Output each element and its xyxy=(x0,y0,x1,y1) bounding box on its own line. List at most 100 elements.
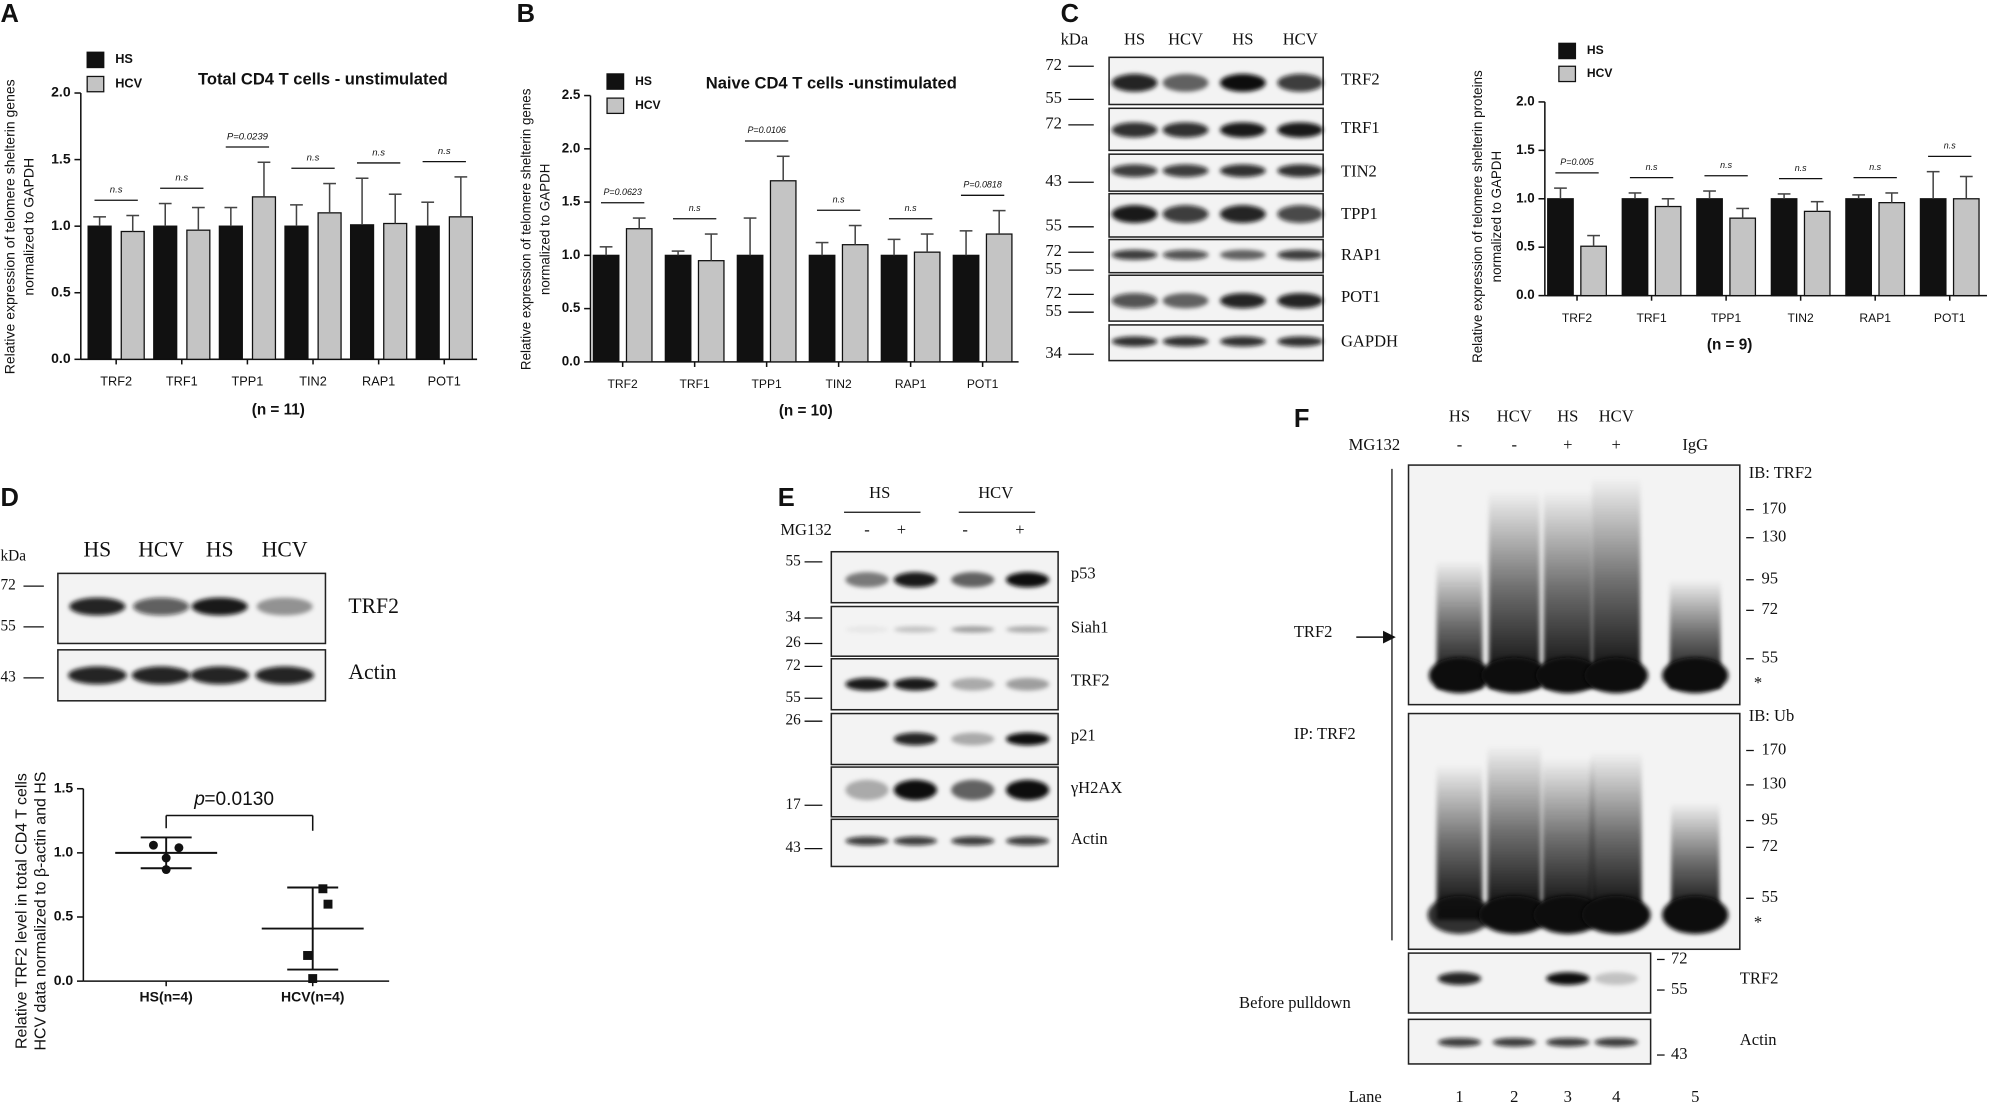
marker-label: 26 xyxy=(785,634,801,651)
protein-label: Actin xyxy=(1740,1030,1777,1049)
bar xyxy=(1952,198,1980,297)
x-tick-label: HS(n=4) xyxy=(140,988,193,1004)
bar xyxy=(841,244,869,363)
marker-label: 55 xyxy=(1,617,17,634)
band xyxy=(1546,1037,1590,1047)
legend-swatch xyxy=(606,97,625,115)
lane-number: 4 xyxy=(1612,1087,1621,1106)
protein-label: Actin xyxy=(348,660,396,684)
y-tick-label: 1.5 xyxy=(562,194,581,209)
arrow-head xyxy=(1383,630,1396,644)
bar xyxy=(1580,245,1607,297)
legend-swatch xyxy=(86,75,105,93)
bar xyxy=(1919,198,1947,297)
error-bar xyxy=(1628,192,1642,199)
band xyxy=(893,572,938,588)
band xyxy=(1162,249,1209,260)
band xyxy=(1162,73,1209,92)
x-tick-label: HCV(n=4) xyxy=(281,988,344,1004)
lane-label: HCV xyxy=(1168,30,1203,49)
band xyxy=(1277,164,1324,178)
band xyxy=(1427,895,1492,934)
y-axis-label: Relative expression of telomere shelteri… xyxy=(518,88,533,370)
error-bar xyxy=(848,224,862,245)
marker-label: * xyxy=(1754,673,1762,692)
ib-label: IB: TRF2 xyxy=(1749,463,1813,482)
smear xyxy=(1592,477,1641,689)
legend-swatch xyxy=(1558,65,1577,83)
x-tick-label: POT1 xyxy=(1934,311,1966,325)
band xyxy=(1005,732,1050,746)
bar xyxy=(153,225,178,360)
error-bar xyxy=(959,230,973,256)
y-tick-label: 1.0 xyxy=(562,247,581,262)
y-tick-label: 2.5 xyxy=(562,87,581,102)
protein-label: Siah1 xyxy=(1071,618,1109,637)
y-axis-label: Relative expression of telomere shelteri… xyxy=(1470,70,1485,363)
marker-label: 55 xyxy=(1761,648,1778,667)
marker-label: 72 xyxy=(1671,948,1688,967)
legend-label: HCV xyxy=(115,75,142,90)
band xyxy=(845,836,889,846)
annotation: n.s xyxy=(1944,141,1956,151)
band xyxy=(845,779,889,801)
y-axis-label: HCV data normalized to β-actin and HS xyxy=(33,772,50,1051)
smear xyxy=(1542,758,1594,920)
error-bar xyxy=(323,182,336,213)
x-tick-label: POT1 xyxy=(428,374,461,389)
band xyxy=(1584,657,1649,694)
band xyxy=(1162,336,1209,347)
marker-label: 130 xyxy=(1761,527,1786,546)
band xyxy=(1277,249,1324,260)
bar xyxy=(664,254,692,363)
x-tick-label: TRF1 xyxy=(680,377,711,391)
lane-number: 5 xyxy=(1691,1087,1699,1106)
annotation: P=0.005 xyxy=(1560,157,1593,167)
x-tick-label: TRF1 xyxy=(166,374,198,389)
error-bar xyxy=(1885,192,1899,203)
marker-label: 72 xyxy=(1045,55,1062,74)
ip-label: IP: TRF2 xyxy=(1294,724,1356,743)
y-tick-label: 0.0 xyxy=(51,350,71,366)
lane-label: HCV xyxy=(1599,407,1634,426)
band xyxy=(1219,73,1266,92)
bar xyxy=(880,254,908,363)
protein-label: TIN2 xyxy=(1341,161,1377,180)
lane-label: HS xyxy=(84,538,112,562)
legend-label: HS xyxy=(115,51,133,66)
marker-label: 72 xyxy=(1,577,16,594)
treatment-sign: + xyxy=(897,520,906,539)
x-tick-label: RAP1 xyxy=(1859,311,1891,325)
annotation: n.s xyxy=(372,147,385,158)
legend-swatch xyxy=(606,73,625,90)
error-bar xyxy=(920,233,934,253)
bar xyxy=(592,254,620,363)
annotation: n.s xyxy=(175,173,188,184)
marker-label: 55 xyxy=(1045,88,1062,107)
band xyxy=(1111,164,1158,178)
error-bar xyxy=(126,214,140,232)
annotation: P=0.0239 xyxy=(227,131,269,142)
error-bar xyxy=(355,177,369,225)
protein-label: p53 xyxy=(1071,563,1096,582)
annotation: n.s xyxy=(689,203,701,213)
band xyxy=(190,666,249,685)
smear xyxy=(1487,745,1542,920)
x-tick-label: TPP1 xyxy=(231,374,263,389)
error-bar xyxy=(454,176,468,217)
marker-label: 17 xyxy=(785,796,801,813)
y-axis-label: normalized to GAPDH xyxy=(537,164,552,295)
data-point xyxy=(161,865,171,874)
bar xyxy=(251,196,277,360)
protein-label: γH2AX xyxy=(1070,778,1122,797)
annotation: P=0.0623 xyxy=(603,187,641,197)
band xyxy=(1219,205,1266,223)
error-bar xyxy=(421,201,435,227)
band xyxy=(893,626,938,633)
unit-label: kDa xyxy=(1061,30,1089,49)
band xyxy=(1277,122,1324,138)
bar xyxy=(186,229,211,360)
protein-label: TRF2 xyxy=(348,594,399,618)
y-tick-label: 0.5 xyxy=(1516,239,1535,254)
marker-label: 43 xyxy=(785,839,801,856)
